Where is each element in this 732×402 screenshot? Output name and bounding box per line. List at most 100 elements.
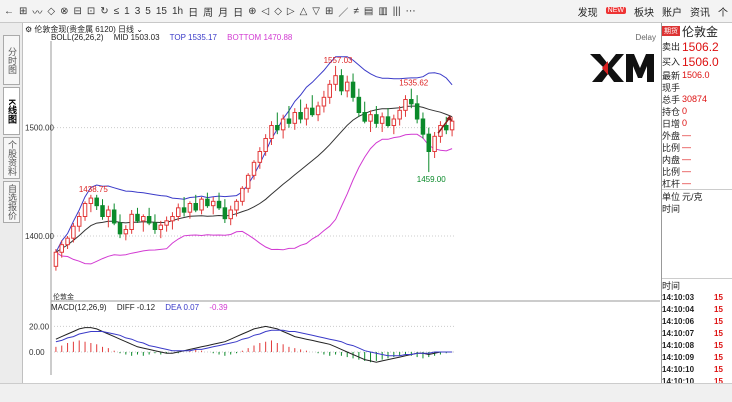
- tab-time-share[interactable]: 分时图: [3, 35, 20, 85]
- macd-label[interactable]: MACD(12,26,9): [51, 303, 107, 312]
- boll-label[interactable]: BOLL(26,26,2): [51, 33, 104, 42]
- toolbar-item[interactable]: ⊞: [19, 5, 28, 17]
- quote-row-value: —: [682, 142, 691, 152]
- side-tabs: 分时图 K线图 个股资料 自选报价: [0, 23, 23, 383]
- tick-row[interactable]: 14:10:07 15: [662, 327, 732, 339]
- candle: [263, 134, 268, 156]
- candle: [216, 192, 222, 210]
- quote-row-label: 持仓: [662, 106, 681, 117]
- sell-row[interactable]: 卖出 1506.2: [662, 39, 732, 54]
- toolbar-item[interactable]: ⊗: [60, 5, 69, 17]
- toolbar-item[interactable]: ◁: [261, 5, 270, 17]
- toolbar-item[interactable]: ▷: [286, 5, 295, 17]
- quote-row-value: —: [682, 166, 691, 176]
- tick-price: 15: [714, 364, 723, 374]
- tick-time: 14:10:10: [662, 364, 695, 374]
- candle-body: [59, 244, 64, 253]
- toolbar-item[interactable]: ≠: [353, 5, 359, 17]
- toolbar-item[interactable]: 月: [218, 7, 229, 19]
- macd-diff-line: [55, 325, 453, 363]
- toolbar-item[interactable]: ⋯: [405, 5, 416, 17]
- news-link[interactable]: 资讯: [690, 8, 710, 19]
- toolbar-item[interactable]: ⊞: [325, 5, 334, 17]
- toolbar-item[interactable]: 5: [145, 5, 151, 17]
- toolbar-item[interactable]: ←: [4, 5, 14, 17]
- candle-body: [82, 203, 88, 217]
- xm-logo: [590, 54, 654, 82]
- sell-value: 1506.2: [682, 39, 719, 54]
- toolbar-item[interactable]: ⊕: [248, 5, 257, 17]
- quote-row: 外盘 —: [662, 129, 732, 141]
- tick-price: 15: [714, 304, 723, 314]
- quote-row: 总手 30874: [662, 93, 732, 105]
- tick-row[interactable]: 14:10:04 15: [662, 303, 732, 315]
- tab-stock-info[interactable]: 个股资料: [3, 137, 20, 179]
- candle: [187, 201, 193, 219]
- discover-link[interactable]: 发现 NEW: [577, 7, 626, 19]
- candle: [234, 199, 239, 217]
- toolbar-item[interactable]: 3: [134, 5, 141, 17]
- tick-row[interactable]: 14:10:10 15: [662, 375, 732, 387]
- toolbar-item[interactable]: ／: [338, 7, 349, 19]
- arrow-head-icon: [446, 115, 453, 122]
- toolbar-item[interactable]: ▽: [312, 5, 320, 17]
- candle: [409, 88, 414, 109]
- toolbar-item[interactable]: 1: [124, 5, 130, 17]
- tab-kline[interactable]: K线图: [3, 87, 20, 135]
- buy-row[interactable]: 买入 1506.0: [662, 54, 732, 69]
- candle-body: [199, 198, 204, 211]
- candle-body: [193, 203, 198, 211]
- toolbar-item[interactable]: ⊟: [73, 5, 82, 17]
- quote-row: 最新 1506.0: [662, 69, 732, 81]
- tick-row[interactable]: 14:10:06 15: [662, 315, 732, 327]
- symbol-label[interactable]: 伦敦金现(贵金属 6120): [34, 25, 116, 34]
- quote-row-label: 杠杆: [662, 178, 681, 189]
- period-label[interactable]: 日线: [118, 25, 134, 34]
- toolbar-item[interactable]: ≤: [113, 5, 120, 17]
- quote-row-value: 30874: [682, 94, 708, 104]
- y-tick-label: 1400.00: [25, 232, 54, 241]
- chart-area[interactable]: 1500.00 1400.00 1557.03 1535.62 1438.75 1459.…: [23, 23, 660, 383]
- tick-row[interactable]: 14:10:10 15: [662, 363, 732, 375]
- toolbar-item[interactable]: 周: [203, 7, 214, 19]
- candle-body: [391, 118, 397, 126]
- toolbar-item[interactable]: △: [299, 5, 308, 17]
- macd-tick-label: 0.00: [29, 348, 45, 357]
- settings-icon[interactable]: ⚙: [25, 25, 33, 34]
- toolbar-item[interactable]: |||: [392, 5, 401, 17]
- chart-bottom-tag: 伦敦金: [53, 292, 74, 301]
- tick-list[interactable]: 14:10:03 15 14:10:04 15 14:10:06 15 14:10:07 15…: [662, 291, 732, 399]
- candle-body: [176, 207, 181, 217]
- toolbar-item[interactable]: 15: [155, 5, 167, 17]
- toolbar-item[interactable]: 日: [233, 7, 244, 19]
- candle-body: [344, 81, 350, 92]
- toolbar-item[interactable]: ▥: [378, 5, 388, 17]
- candle: [327, 80, 332, 104]
- personal-link[interactable]: 个: [718, 8, 728, 19]
- quote-row-value: —: [682, 178, 691, 188]
- candle: [379, 112, 385, 132]
- toolbar-item[interactable]: 日: [188, 7, 199, 19]
- tick-row[interactable]: 14:10:03 15: [662, 291, 732, 303]
- toolbar-item[interactable]: ◇: [274, 5, 282, 17]
- toolbar-item[interactable]: 〰: [32, 7, 43, 19]
- candle-body: [292, 112, 298, 124]
- candle: [222, 199, 228, 223]
- period-chevron-icon[interactable]: ⌄: [136, 25, 143, 34]
- tab-watchlist[interactable]: 自选报价: [3, 181, 20, 223]
- candle: [205, 192, 210, 208]
- unit-label: 单位: [662, 191, 681, 202]
- tick-row[interactable]: 14:10:09 15: [662, 351, 732, 363]
- toolbar-item[interactable]: ◇: [47, 5, 56, 17]
- sector-link[interactable]: 板块: [634, 8, 654, 19]
- candle: [181, 197, 187, 217]
- toolbar-item[interactable]: ▤: [363, 5, 374, 17]
- tick-row[interactable]: 14:10:08 15: [662, 339, 732, 351]
- candle-body: [71, 225, 76, 239]
- toolbar-item[interactable]: ⊡: [86, 5, 96, 17]
- account-link[interactable]: 账户: [662, 8, 682, 19]
- toolbar-item[interactable]: ↻: [100, 5, 109, 17]
- bottom-bar: [0, 383, 732, 402]
- toolbar-item[interactable]: 1h: [171, 5, 184, 17]
- kline-chart[interactable]: 1500.00 1400.00 1557.03 1535.62 1438.75 1459.…: [23, 23, 660, 383]
